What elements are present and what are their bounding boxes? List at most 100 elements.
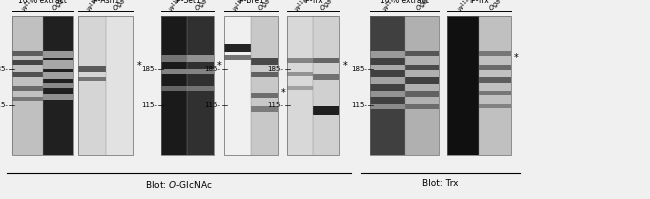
Bar — [78, 16, 133, 155]
Bar — [479, 91, 511, 95]
Bar — [161, 55, 187, 62]
Bar — [224, 55, 251, 60]
Bar — [161, 69, 187, 74]
Bar — [404, 91, 439, 97]
Text: 115-: 115- — [0, 102, 8, 108]
Text: $\mathit{Oga}^{\mathit{del.1}}$: $\mathit{Oga}^{\mathit{del.1}}$ — [111, 0, 139, 15]
Bar — [447, 16, 511, 155]
Bar — [187, 86, 214, 91]
Bar — [287, 16, 313, 155]
Bar — [370, 91, 404, 97]
Bar — [43, 83, 73, 88]
Text: $\mathit{Oga}^{\mathit{del.1}}$: $\mathit{Oga}^{\mathit{del.1}}$ — [255, 0, 284, 15]
Text: IP-Set1: IP-Set1 — [174, 0, 201, 5]
Bar — [251, 16, 278, 155]
Text: 115-: 115- — [268, 102, 283, 108]
Text: *: * — [514, 53, 519, 63]
Text: IP-Trx: IP-Trx — [304, 0, 323, 5]
Bar — [313, 74, 339, 80]
Bar — [78, 16, 105, 155]
Bar — [404, 104, 439, 109]
Text: $\mathit{Oga}^{\mathit{del.1}}$: $\mathit{Oga}^{\mathit{del.1}}$ — [49, 0, 78, 15]
Text: 185-: 185- — [205, 66, 220, 72]
Text: $\mathit{w}^{\mathit{1118}}$: $\mathit{w}^{\mathit{1118}}$ — [84, 0, 105, 15]
Bar — [404, 65, 439, 70]
Bar — [251, 72, 278, 77]
Bar — [370, 104, 404, 109]
Bar — [287, 86, 313, 90]
Bar — [447, 16, 479, 155]
Text: $\mathit{w}^{\mathit{1118}}$: $\mathit{w}^{\mathit{1118}}$ — [229, 0, 251, 15]
Bar — [251, 93, 278, 98]
Bar — [313, 106, 339, 115]
Text: $\mathit{w}^{\mathit{1118}}$: $\mathit{w}^{\mathit{1118}}$ — [292, 0, 314, 15]
Text: 185-: 185- — [268, 66, 283, 72]
Bar — [43, 94, 73, 100]
Bar — [404, 16, 439, 155]
Bar — [78, 66, 105, 72]
Bar — [370, 65, 404, 70]
Bar — [251, 106, 278, 112]
Text: 185-: 185- — [141, 66, 157, 72]
Bar — [479, 77, 511, 83]
Bar — [43, 51, 73, 58]
Bar — [370, 51, 404, 58]
Text: $\mathit{w}^{\mathit{1118}}$: $\mathit{w}^{\mathit{1118}}$ — [166, 0, 187, 15]
Bar — [224, 16, 278, 155]
Bar — [404, 51, 439, 56]
Bar — [287, 58, 313, 63]
Bar — [12, 97, 43, 101]
Bar — [479, 104, 511, 108]
Text: 10 % extract: 10 % extract — [380, 0, 429, 5]
Text: 115-: 115- — [351, 102, 367, 108]
Bar — [161, 16, 214, 155]
Bar — [12, 60, 43, 65]
Bar — [12, 51, 43, 56]
Bar — [479, 51, 511, 56]
Text: $\mathit{w}^{\mathit{1118}}$: $\mathit{w}^{\mathit{1118}}$ — [380, 0, 401, 15]
Text: IP-Trx: IP-Trx — [469, 0, 489, 5]
Text: Blot: $\it{O}$-GlcNAc: Blot: $\it{O}$-GlcNAc — [145, 179, 213, 190]
Text: IP-Ash1: IP-Ash1 — [92, 0, 120, 5]
Text: $\mathit{Oga}^{\mathit{del.1}}$: $\mathit{Oga}^{\mathit{del.1}}$ — [192, 0, 220, 15]
Bar — [479, 16, 511, 155]
Bar — [404, 77, 439, 84]
Text: *: * — [281, 88, 285, 98]
Bar — [105, 16, 133, 155]
Bar — [287, 72, 313, 76]
Text: 115-: 115- — [205, 102, 220, 108]
Bar — [313, 16, 339, 155]
Bar — [313, 58, 339, 63]
Text: IP-Bre1: IP-Bre1 — [237, 0, 265, 5]
Text: 10 % extract: 10 % extract — [18, 0, 67, 5]
Text: 185-: 185- — [0, 66, 8, 72]
Bar — [187, 55, 214, 62]
Bar — [161, 16, 187, 155]
Bar — [187, 69, 214, 74]
Text: $\mathit{Oga}^{\mathit{del.1}}$: $\mathit{Oga}^{\mathit{del.1}}$ — [486, 0, 515, 15]
Bar — [370, 77, 404, 84]
Text: Blot: Trx: Blot: Trx — [422, 179, 459, 188]
Bar — [12, 72, 43, 77]
Text: $\mathit{w}^{\mathit{1118}}$: $\mathit{w}^{\mathit{1118}}$ — [455, 0, 476, 15]
Text: *: * — [136, 61, 141, 71]
Text: 115-: 115- — [141, 102, 157, 108]
Text: $\mathit{Oga}^{\mathit{del.1}}$: $\mathit{Oga}^{\mathit{del.1}}$ — [413, 0, 441, 15]
Bar — [251, 58, 278, 65]
Bar — [287, 16, 339, 155]
Text: 185-: 185- — [351, 66, 367, 72]
Bar — [224, 16, 251, 155]
Text: $\mathit{w}^{\mathit{1118}}$: $\mathit{w}^{\mathit{1118}}$ — [19, 0, 41, 15]
Bar — [43, 16, 73, 155]
Bar — [12, 86, 43, 91]
Bar — [161, 86, 187, 91]
Bar — [370, 16, 439, 155]
Bar — [12, 16, 73, 155]
Text: *: * — [217, 61, 222, 71]
Bar — [187, 16, 214, 155]
Text: *: * — [343, 61, 347, 71]
Bar — [370, 16, 404, 155]
Bar — [12, 16, 43, 155]
Bar — [479, 65, 511, 70]
Bar — [224, 44, 251, 52]
